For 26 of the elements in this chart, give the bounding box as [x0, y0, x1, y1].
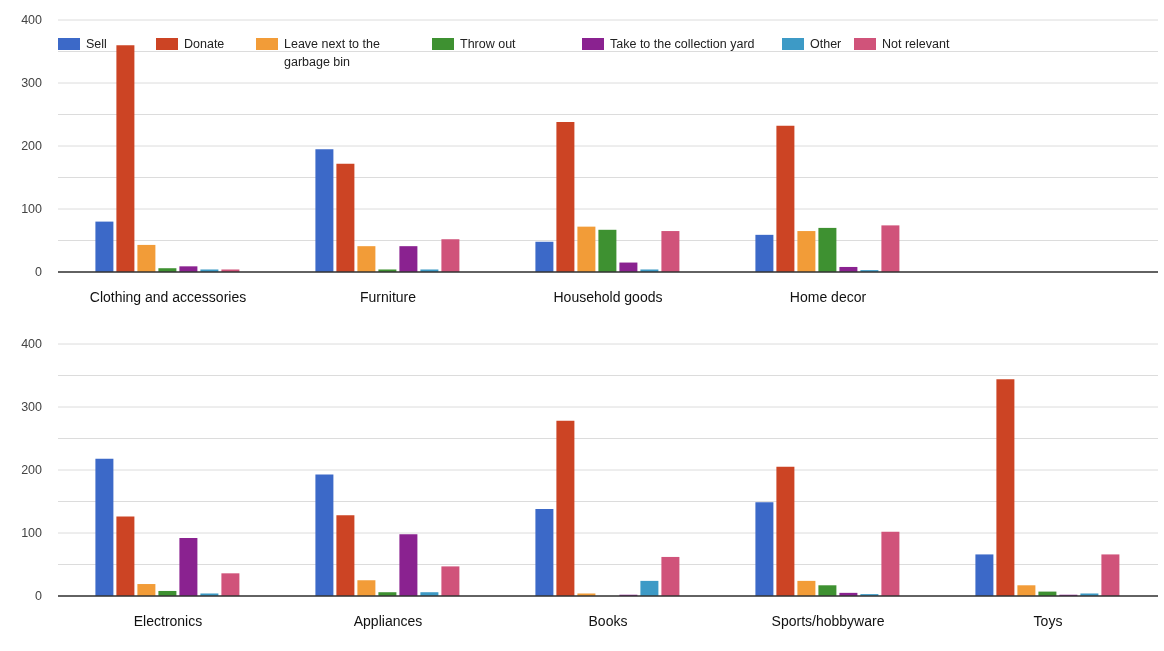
x-tick-label: Books — [588, 612, 628, 629]
legend-label: Take to the collection yard — [610, 36, 755, 53]
legend-label: Sell — [86, 36, 107, 53]
legend-label: Throw out — [460, 36, 516, 53]
y-tick-label: 100 — [21, 202, 43, 217]
y-tick-label: 400 — [21, 13, 43, 28]
legend-label: Leave next to the garbage bin — [284, 36, 381, 71]
x-tick-label: Electronics — [133, 612, 203, 629]
x-tick-label: Home decor — [789, 288, 867, 305]
y-tick-label: 300 — [21, 400, 43, 415]
y-tick-label: 300 — [21, 76, 43, 91]
y-tick-label: 0 — [35, 589, 43, 604]
legend-label: Other — [810, 36, 842, 53]
legend-label: Donate — [184, 36, 225, 53]
x-tick-label: Toys — [1033, 612, 1063, 629]
y-tick-label: 200 — [21, 139, 43, 154]
x-tick-label: Furniture — [359, 288, 417, 305]
y-tick-label: 400 — [21, 337, 43, 352]
y-tick-label: 100 — [21, 526, 43, 541]
x-tick-label: Clothing and accessories — [89, 288, 247, 305]
y-tick-label: 0 — [35, 265, 43, 280]
legend-label: Not relevant — [882, 36, 950, 53]
x-tick-label: Household goods — [553, 288, 663, 305]
x-tick-label: Sports/hobbyware — [771, 612, 885, 629]
y-tick-label: 200 — [21, 463, 43, 478]
x-tick-label: Appliances — [353, 612, 423, 629]
